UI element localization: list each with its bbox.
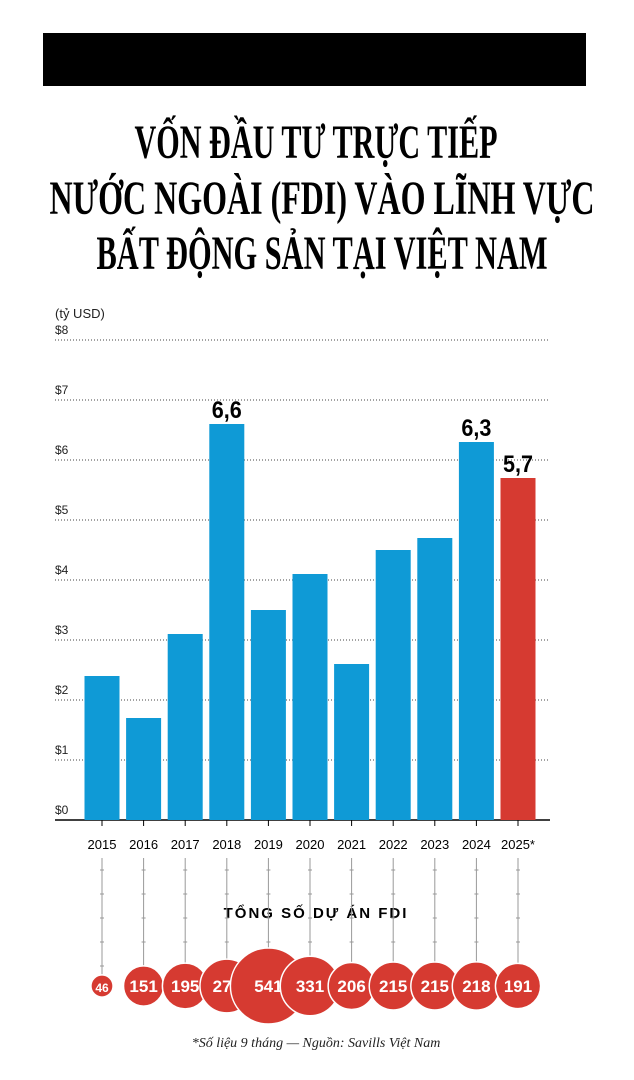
x-tick-label: 2021 [337,837,366,852]
header-bar [43,33,586,86]
bar [292,574,328,820]
bar [126,718,162,820]
bubble-label: 541 [254,977,282,996]
bubble-label: 206 [337,977,365,996]
x-tick-label: 2022 [379,837,408,852]
x-tick-label: 2019 [254,837,283,852]
y-tick-label: $6 [55,443,69,457]
bar [334,664,370,820]
x-tick-label: 2024 [462,837,491,852]
bubble-label: 151 [129,977,157,996]
bubble-label: 46 [95,981,109,995]
bubble-label: 218 [462,977,490,996]
bubble-label: 195 [171,977,199,996]
bar [458,442,494,820]
bar [500,478,536,820]
x-tick-label: 2020 [296,837,325,852]
x-tick-label: 2023 [420,837,449,852]
bar [250,610,286,820]
bubble-label: 191 [504,977,532,996]
value-label: 6,3 [461,415,491,442]
y-tick-label: $3 [55,623,69,637]
x-tick-label: 2016 [129,837,158,852]
x-tick-label: 2018 [212,837,241,852]
chart-title: BẤT ĐỘNG SẢN TẠI VIỆT NAM [97,225,548,280]
bubble [90,974,114,998]
bubble-label: 215 [379,977,407,996]
y-tick-label: $4 [55,563,69,577]
y-axis-label: (tỷ USD) [55,306,105,321]
chart-title: VỐN ĐẦU TƯ TRỰC TIẾP [135,114,498,169]
value-label: 6,6 [212,397,242,424]
bar [209,424,245,820]
bubble-label: 331 [296,977,324,996]
bubble-label: 215 [421,977,449,996]
x-tick-label: 2025* [501,837,535,852]
bar [84,676,120,820]
y-tick-label: $2 [55,683,69,697]
x-tick-label: 2017 [171,837,200,852]
bar [167,634,203,820]
bar [375,550,411,820]
y-tick-label: $5 [55,503,69,517]
bar [417,538,453,820]
chart-title: NƯỚC NGOÀI (FDI) VÀO LĨNH VỰC [50,171,595,225]
y-tick-label: $1 [55,743,69,757]
value-label: 5,7 [503,451,533,478]
y-tick-label: $7 [55,383,69,397]
y-tick-label: $8 [55,323,69,337]
bubble [494,962,542,1010]
y-tick-label: $0 [55,803,69,817]
x-tick-label: 2015 [88,837,117,852]
bubble-title: TỔNG SỐ DỰ ÁN FDI [224,904,409,922]
note: *Số liệu 9 tháng — Nguồn: Savills Việt N… [192,1036,441,1051]
